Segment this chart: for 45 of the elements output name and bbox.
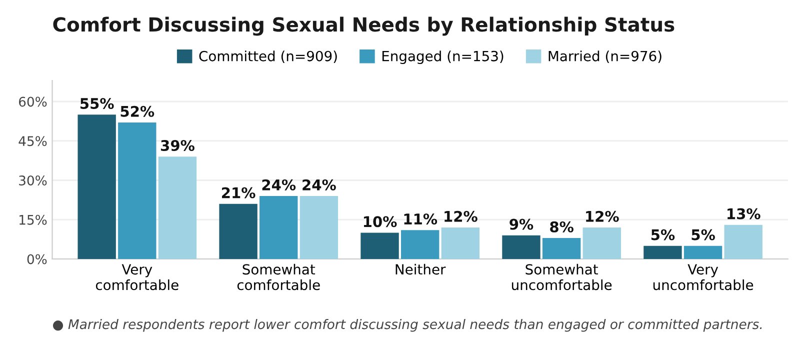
legend-label: Engaged (n=153) xyxy=(382,50,504,64)
data-label: 52% xyxy=(120,106,154,117)
bar xyxy=(300,196,338,259)
x-tick-label: Very comfortable xyxy=(96,264,178,290)
bar xyxy=(684,246,722,259)
bar xyxy=(78,114,116,259)
data-label: 13% xyxy=(728,208,760,220)
bar xyxy=(260,196,298,259)
bar xyxy=(441,228,480,259)
bar xyxy=(582,228,621,259)
text: ● Married respondents report lower comfort discussing sexual needs than engaged or committed partners. xyxy=(52,318,762,332)
chart-title: Comfort Discussing Sexual Needs by Relationship Status xyxy=(53,16,674,36)
data-label: 55% xyxy=(80,98,114,110)
bar xyxy=(118,122,156,259)
data-label: 9% xyxy=(510,218,534,230)
bar xyxy=(502,235,540,259)
data-label: 12% xyxy=(586,210,619,222)
data-label: 10% xyxy=(364,216,397,228)
x-tick-label: Somewhat comfortable xyxy=(237,264,320,290)
x-tick-label: Somewhat uncomfortable xyxy=(512,264,612,290)
y-tick-label: 30% xyxy=(19,175,47,186)
x-tick-label: Very uncomfortable xyxy=(653,264,754,290)
y-tick-label: 0% xyxy=(27,254,47,264)
data-label: 5% xyxy=(651,229,675,240)
bar xyxy=(724,224,762,259)
y-tick-label: 45% xyxy=(18,136,47,146)
data-label: 24% xyxy=(262,179,296,190)
data-label: 21% xyxy=(222,187,256,198)
bar xyxy=(400,230,440,259)
legend-label: Married (n=976) xyxy=(548,50,662,63)
data-label: 11% xyxy=(404,213,438,225)
x-tick-label: Neither xyxy=(396,264,446,275)
y-tick-label: 15% xyxy=(20,214,47,225)
bar xyxy=(644,246,682,259)
y-tick-label: 60% xyxy=(18,96,47,107)
bar xyxy=(158,156,197,259)
legend-label: Committed (n=909) xyxy=(199,50,337,63)
data-label: 12% xyxy=(444,210,478,222)
data-label: 24% xyxy=(302,179,336,190)
data-label: 5% xyxy=(692,229,715,240)
bar xyxy=(219,204,258,259)
data-label: 8% xyxy=(550,221,574,232)
bar xyxy=(542,238,581,259)
bar xyxy=(360,232,399,259)
data-label: 39% xyxy=(160,140,194,152)
